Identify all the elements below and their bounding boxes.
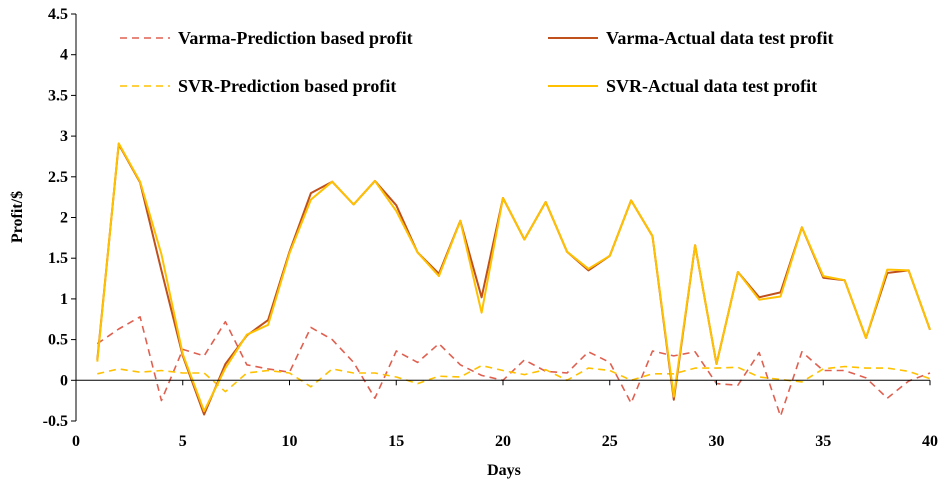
y-tick-label: 1.5 — [48, 250, 68, 267]
y-axis-title: Profit/$ — [9, 191, 26, 243]
x-tick-label: 15 — [388, 433, 404, 450]
y-tick-label: 4.5 — [48, 6, 68, 23]
axes-layer: -0.500.511.522.533.544.50 5 10 15 20 25 30 35 40 — [43, 6, 938, 450]
series-line-4 — [96, 142, 931, 413]
y-tick-label: 1 — [60, 291, 68, 308]
y-tick-label: -0.5 — [43, 413, 68, 430]
y-tick-label: 2 — [60, 210, 68, 227]
x-tick-label: 0 — [72, 433, 80, 450]
legend-label-1: Varma-Prediction based profit — [178, 28, 413, 48]
x-tick-label: 20 — [495, 433, 511, 450]
x-tick-label: 35 — [815, 433, 831, 450]
x-tick-label: 5 — [179, 433, 187, 450]
x-tick-label: 25 — [602, 433, 618, 450]
x-tick-label: 10 — [282, 433, 298, 450]
y-tick-label: 0 — [60, 372, 68, 389]
series-lines-layer — [96, 142, 931, 417]
legend-label-4: SVR-Actual data test profit — [606, 76, 817, 96]
series-line-3 — [97, 364, 931, 393]
y-tick-label: 3.5 — [48, 87, 68, 104]
y-tick-label: 2.5 — [48, 169, 68, 186]
legend-label-3: SVR-Prediction based profit — [178, 76, 396, 96]
y-tick-label: 0.5 — [48, 332, 68, 349]
legend: Varma-Prediction based profit Varma-Actua… — [120, 28, 833, 96]
y-tick-label: 3 — [60, 128, 68, 145]
x-tick-label: 30 — [709, 433, 725, 450]
y-tick-label: 4 — [60, 47, 68, 64]
x-axis-title: Days — [487, 462, 521, 479]
series-line-1 — [96, 315, 931, 417]
x-tick-label: 40 — [922, 433, 938, 450]
legend-label-2: Varma-Actual data test profit — [606, 28, 833, 48]
